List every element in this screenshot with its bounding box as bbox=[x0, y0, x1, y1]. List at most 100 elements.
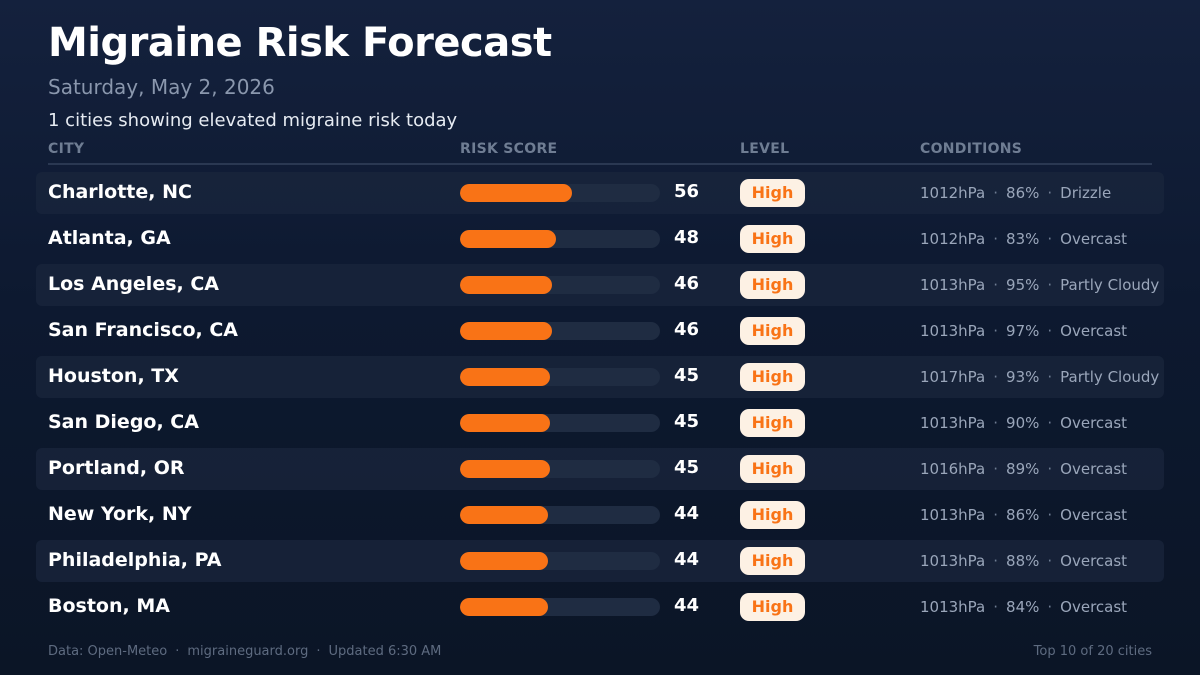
conditions-separator: · bbox=[993, 322, 999, 340]
risk-score-value: 45 bbox=[674, 411, 700, 432]
risk-level-badge: High bbox=[740, 547, 805, 575]
weather-value: Overcast bbox=[1060, 506, 1128, 524]
risk-score-value: 45 bbox=[674, 457, 700, 478]
weather-value: Partly Cloudy bbox=[1060, 276, 1160, 294]
risk-bar-fill bbox=[460, 552, 548, 570]
pressure-value: 1017hPa bbox=[920, 368, 986, 386]
risk-score-value: 44 bbox=[674, 503, 700, 524]
pressure-value: 1013hPa bbox=[920, 276, 986, 294]
risk-bar-fill bbox=[460, 368, 550, 386]
risk-score-value: 56 bbox=[674, 181, 700, 202]
humidity-value: 89% bbox=[1006, 460, 1040, 478]
risk-level-badge: High bbox=[740, 455, 805, 483]
risk-bar-fill bbox=[460, 276, 552, 294]
risk-bar-fill bbox=[460, 506, 548, 524]
risk-summary: 1 cities showing elevated migraine risk … bbox=[48, 110, 458, 131]
pressure-value: 1012hPa bbox=[920, 184, 986, 202]
humidity-value: 83% bbox=[1006, 230, 1040, 248]
risk-bar-track bbox=[460, 276, 660, 294]
conditions-separator: · bbox=[1047, 368, 1053, 386]
humidity-value: 95% bbox=[1006, 276, 1040, 294]
pressure-value: 1012hPa bbox=[920, 230, 986, 248]
city-row: San Diego, CA 45 High 1013hPa · 90% · Overcast bbox=[36, 402, 1164, 444]
footer-meta: Data: Open-Meteo · migraineguard.org · Updat… bbox=[48, 644, 441, 659]
weather-value: Overcast bbox=[1060, 460, 1128, 478]
conditions-separator: · bbox=[993, 230, 999, 248]
risk-bar-track bbox=[460, 506, 660, 524]
city-name: Los Angeles, CA bbox=[48, 273, 219, 295]
conditions-separator: · bbox=[1047, 414, 1053, 432]
conditions-separator: · bbox=[993, 276, 999, 294]
risk-level-badge: High bbox=[740, 363, 805, 391]
weather-conditions: 1013hPa · 97% · Overcast bbox=[920, 322, 1127, 340]
weather-value: Overcast bbox=[1060, 414, 1128, 432]
footer-separator: · bbox=[316, 644, 321, 659]
risk-score-value: 48 bbox=[674, 227, 700, 248]
humidity-value: 88% bbox=[1006, 552, 1040, 570]
city-row: Charlotte, NC 56 High 1012hPa · 86% · Drizzle bbox=[36, 172, 1164, 214]
risk-bar-fill bbox=[460, 460, 550, 478]
conditions-separator: · bbox=[1047, 184, 1053, 202]
city-name: Atlanta, GA bbox=[48, 227, 171, 249]
conditions-separator: · bbox=[1047, 230, 1053, 248]
city-name: San Diego, CA bbox=[48, 411, 199, 433]
weather-value: Overcast bbox=[1060, 552, 1128, 570]
column-header-level: LEVEL bbox=[740, 141, 790, 157]
risk-bar-track bbox=[460, 552, 660, 570]
pressure-value: 1013hPa bbox=[920, 598, 986, 616]
city-name: Philadelphia, PA bbox=[48, 549, 222, 571]
conditions-separator: · bbox=[993, 598, 999, 616]
risk-bar-fill bbox=[460, 414, 550, 432]
column-header-conditions: CONDITIONS bbox=[920, 141, 1023, 157]
conditions-separator: · bbox=[993, 414, 999, 432]
risk-bar-fill bbox=[460, 184, 572, 202]
weather-conditions: 1017hPa · 93% · Partly Cloudy bbox=[920, 368, 1159, 386]
city-row: Boston, MA 44 High 1013hPa · 84% · Overcast bbox=[36, 586, 1164, 628]
risk-score-value: 45 bbox=[674, 365, 700, 386]
pressure-value: 1013hPa bbox=[920, 552, 986, 570]
risk-bar-track bbox=[460, 460, 660, 478]
humidity-value: 84% bbox=[1006, 598, 1040, 616]
conditions-separator: · bbox=[1047, 552, 1053, 570]
humidity-value: 93% bbox=[1006, 368, 1040, 386]
risk-bar-fill bbox=[460, 322, 552, 340]
risk-score-value: 44 bbox=[674, 549, 700, 570]
pressure-value: 1016hPa bbox=[920, 460, 986, 478]
city-name: New York, NY bbox=[48, 503, 192, 525]
risk-score-value: 44 bbox=[674, 595, 700, 616]
forecast-date: Saturday, May 2, 2026 bbox=[48, 75, 275, 99]
risk-bar-fill bbox=[460, 598, 548, 616]
weather-value: Drizzle bbox=[1060, 184, 1112, 202]
footer-updated: Updated 6:30 AM bbox=[328, 644, 442, 659]
city-name: Portland, OR bbox=[48, 457, 185, 479]
column-header-city: CITY bbox=[48, 141, 85, 157]
conditions-separator: · bbox=[993, 184, 999, 202]
pressure-value: 1013hPa bbox=[920, 506, 986, 524]
risk-bar-track bbox=[460, 184, 660, 202]
conditions-separator: · bbox=[1047, 460, 1053, 478]
risk-bar-track bbox=[460, 322, 660, 340]
city-row: Philadelphia, PA 44 High 1013hPa · 88% · Overca… bbox=[36, 540, 1164, 582]
footer-site-link[interactable]: migraineguard.org bbox=[187, 644, 309, 659]
city-name: Charlotte, NC bbox=[48, 181, 192, 203]
weather-conditions: 1013hPa · 88% · Overcast bbox=[920, 552, 1127, 570]
column-header-risk-score: RISK SCORE bbox=[460, 141, 558, 157]
city-row: San Francisco, CA 46 High 1013hPa · 97% · Overc… bbox=[36, 310, 1164, 352]
conditions-separator: · bbox=[993, 460, 999, 478]
humidity-value: 90% bbox=[1006, 414, 1040, 432]
risk-level-badge: High bbox=[740, 409, 805, 437]
city-row: New York, NY 44 High 1013hPa · 86% · Overcast bbox=[36, 494, 1164, 536]
pressure-value: 1013hPa bbox=[920, 322, 986, 340]
humidity-value: 97% bbox=[1006, 322, 1040, 340]
humidity-value: 86% bbox=[1006, 506, 1040, 524]
risk-score-value: 46 bbox=[674, 273, 700, 294]
weather-conditions: 1016hPa · 89% · Overcast bbox=[920, 460, 1127, 478]
weather-conditions: 1013hPa · 95% · Partly Cloudy bbox=[920, 276, 1159, 294]
footer-separator: · bbox=[175, 644, 180, 659]
city-row: Houston, TX 45 High 1017hPa · 93% · Partly Clou… bbox=[36, 356, 1164, 398]
conditions-separator: · bbox=[1047, 506, 1053, 524]
risk-level-badge: High bbox=[740, 317, 805, 345]
weather-conditions: 1012hPa · 86% · Drizzle bbox=[920, 184, 1111, 202]
risk-bar-track bbox=[460, 414, 660, 432]
weather-conditions: 1013hPa · 86% · Overcast bbox=[920, 506, 1127, 524]
